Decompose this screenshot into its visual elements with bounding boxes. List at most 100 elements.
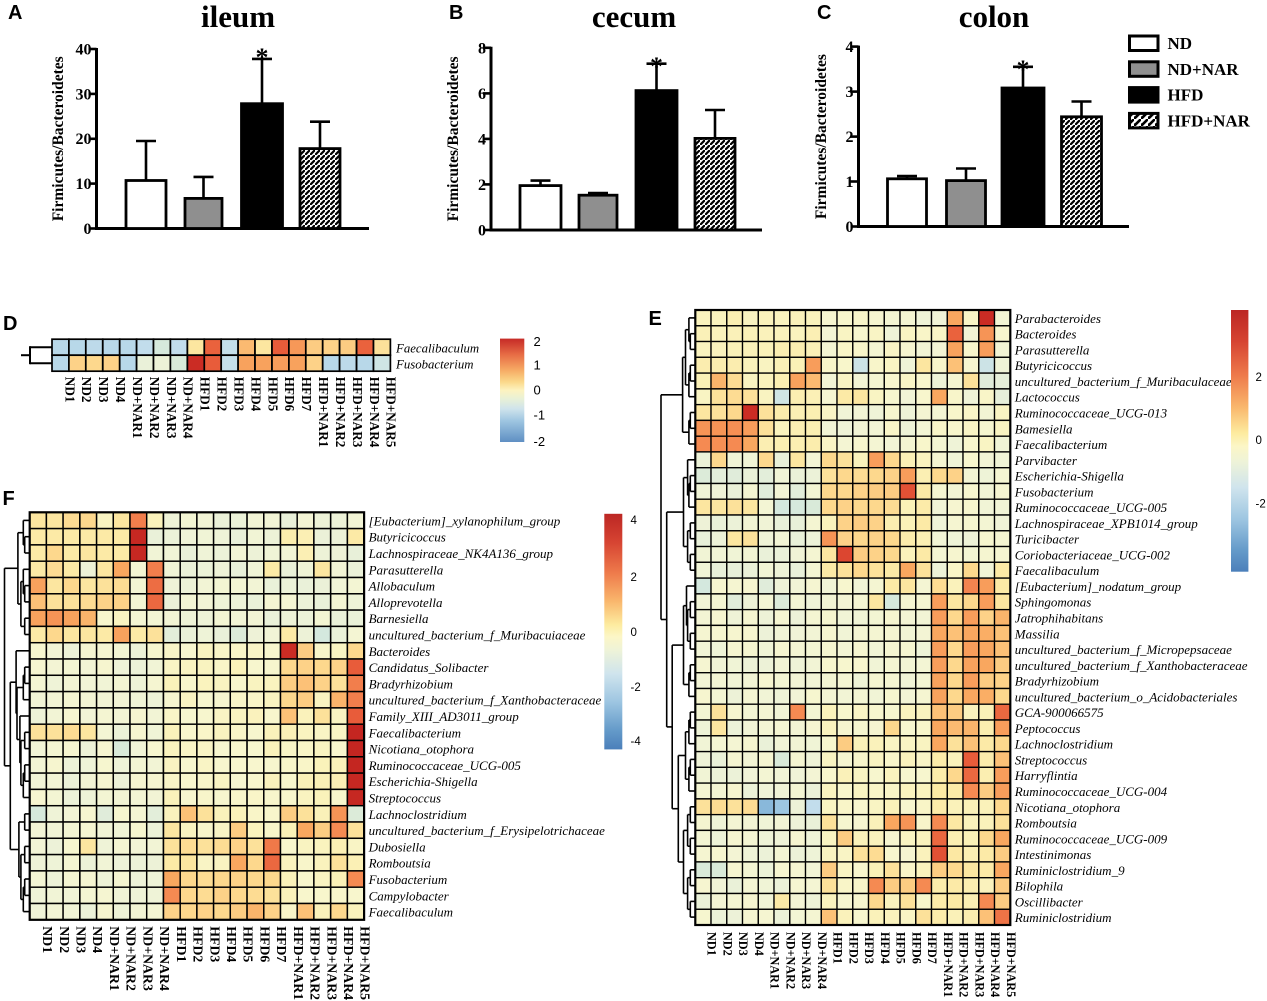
svg-text:Dubosiella: Dubosiella	[368, 839, 427, 854]
svg-text:HFD3: HFD3	[862, 932, 876, 964]
svg-text:uncultured_bacterium_f_Muribac: uncultured_bacterium_f_Muribacuiaceae	[369, 628, 586, 643]
svg-text:HFD3: HFD3	[207, 926, 222, 962]
svg-text:Escherichia-Shigella: Escherichia-Shigella	[368, 774, 479, 789]
svg-text:HFD5: HFD5	[894, 932, 908, 964]
svg-text:HFD+NAR1: HFD+NAR1	[291, 926, 306, 1000]
svg-text:HFD+NAR3: HFD+NAR3	[324, 926, 339, 1000]
svg-text:*: *	[650, 52, 663, 81]
svg-text:Massilia: Massilia	[1014, 626, 1060, 641]
svg-text:Bradyrhizobium: Bradyrhizobium	[369, 676, 453, 691]
svg-text:Fusobacterium: Fusobacterium	[1014, 484, 1094, 499]
svg-text:4: 4	[478, 131, 486, 148]
svg-text:HFD2: HFD2	[191, 926, 206, 962]
svg-text:Ruminococcaceae_UCG-005: Ruminococcaceae_UCG-005	[368, 758, 522, 773]
svg-text:0: 0	[534, 383, 541, 398]
svg-text:Nicotiana_otophora: Nicotiana_otophora	[1014, 800, 1121, 815]
svg-text:HFD4: HFD4	[878, 932, 892, 964]
svg-text:Ruminococcaceae_UCG-005: Ruminococcaceae_UCG-005	[1014, 500, 1168, 515]
svg-text:HFD: HFD	[1168, 86, 1204, 105]
svg-text:Jatrophihabitans: Jatrophihabitans	[1015, 611, 1103, 626]
svg-text:Bilophila: Bilophila	[1015, 879, 1064, 894]
svg-text:ND3: ND3	[96, 377, 111, 403]
svg-text:Faecalibacterium: Faecalibacterium	[1014, 437, 1107, 452]
svg-text:HFD7: HFD7	[925, 932, 939, 964]
svg-text:ND2: ND2	[720, 932, 734, 956]
svg-text:Faecalibaculum: Faecalibaculum	[1014, 563, 1099, 578]
svg-text:HFD+NAR4: HFD+NAR4	[988, 932, 1002, 997]
svg-text:HFD+NAR1: HFD+NAR1	[941, 932, 955, 997]
svg-text:Turicibacter: Turicibacter	[1015, 532, 1080, 547]
svg-text:Parvibacter: Parvibacter	[1014, 453, 1078, 468]
svg-text:HFD5: HFD5	[265, 377, 280, 412]
svg-text:HFD+NAR1: HFD+NAR1	[316, 377, 331, 448]
svg-text:HFD2: HFD2	[215, 377, 230, 412]
svg-text:uncultured_bacterium_f_Erysipe: uncultured_bacterium_f_Erysipelotrichace…	[369, 823, 606, 838]
svg-text:0: 0	[846, 219, 854, 236]
svg-text:Family_XIII_AD3011_group: Family_XIII_AD3011_group	[368, 709, 520, 724]
svg-text:Ruminococcaceae_UCG-009: Ruminococcaceae_UCG-009	[1014, 831, 1168, 846]
svg-text:Lachnospiraceae_NK4A136_group: Lachnospiraceae_NK4A136_group	[368, 546, 554, 561]
svg-text:ND+NAR4: ND+NAR4	[815, 932, 829, 989]
svg-text:Oscillibacter: Oscillibacter	[1015, 894, 1084, 909]
svg-text:HFD+NAR5: HFD+NAR5	[358, 926, 373, 1000]
svg-text:ND: ND	[1168, 34, 1193, 53]
svg-text:Bradyrhizobium: Bradyrhizobium	[1015, 674, 1099, 689]
svg-text:B: B	[449, 2, 463, 24]
svg-text:Streptococcus: Streptococcus	[369, 791, 441, 806]
svg-text:ND+NAR3: ND+NAR3	[140, 926, 155, 991]
svg-text:10: 10	[76, 176, 92, 193]
svg-text:8: 8	[478, 40, 486, 57]
svg-text:Romboutsia: Romboutsia	[368, 856, 432, 871]
svg-text:HFD+NAR3: HFD+NAR3	[972, 932, 986, 997]
svg-text:HFD+NAR4: HFD+NAR4	[367, 377, 382, 448]
svg-text:HFD+NAR2: HFD+NAR2	[957, 932, 971, 997]
svg-text:colon: colon	[959, 0, 1030, 34]
svg-text:Fusobacterium: Fusobacterium	[395, 358, 473, 372]
svg-text:[Eubacterium]_xylanophilum_gro: [Eubacterium]_xylanophilum_group	[369, 513, 561, 528]
svg-text:ND+NAR3: ND+NAR3	[164, 377, 179, 439]
svg-text:Ruminiclostridium_9: Ruminiclostridium_9	[1014, 863, 1125, 878]
svg-text:Intestinimonas: Intestinimonas	[1014, 847, 1092, 862]
svg-text:HFD7: HFD7	[274, 926, 289, 962]
svg-text:Barnesiella: Barnesiella	[369, 611, 429, 626]
svg-text:ND3: ND3	[736, 932, 750, 956]
svg-text:HFD+NAR2: HFD+NAR2	[308, 926, 323, 1000]
svg-text:HFD3: HFD3	[232, 377, 247, 412]
svg-text:ND+NAR1: ND+NAR1	[768, 932, 782, 989]
svg-text:*: *	[256, 43, 269, 72]
svg-text:HFD7: HFD7	[299, 377, 314, 412]
svg-text:HFD6: HFD6	[257, 926, 272, 962]
svg-text:Escherichia-Shigella: Escherichia-Shigella	[1014, 469, 1125, 484]
svg-text:uncultured_bacterium_f_Micrope: uncultured_bacterium_f_Micropepsaceae	[1015, 642, 1232, 657]
svg-text:40: 40	[76, 42, 92, 59]
svg-text:20: 20	[76, 131, 92, 148]
svg-text:ND4: ND4	[752, 932, 766, 956]
svg-text:4: 4	[846, 39, 854, 56]
svg-text:A: A	[8, 2, 22, 24]
svg-text:ND4: ND4	[113, 377, 128, 403]
svg-text:Faecalibaculum: Faecalibaculum	[395, 342, 479, 356]
svg-text:D: D	[3, 313, 17, 335]
svg-text:-2: -2	[1256, 499, 1266, 511]
svg-text:Parasutterella: Parasutterella	[368, 562, 444, 577]
svg-text:uncultured_bacterium_o_Acidoba: uncultured_bacterium_o_Acidobacteriales	[1015, 689, 1238, 704]
svg-text:ND2: ND2	[79, 377, 94, 403]
svg-text:HFD+NAR3: HFD+NAR3	[350, 377, 365, 448]
svg-text:Streptococcus: Streptococcus	[1015, 752, 1087, 767]
svg-text:HFD6: HFD6	[909, 932, 923, 964]
svg-text:[Eubacterium]_nodatum_group: [Eubacterium]_nodatum_group	[1015, 579, 1182, 594]
svg-text:2: 2	[534, 334, 541, 349]
svg-text:Lachnospiraceae_XPB1014_group: Lachnospiraceae_XPB1014_group	[1014, 516, 1198, 531]
svg-text:Sphingomonas: Sphingomonas	[1015, 595, 1092, 610]
svg-text:2: 2	[1256, 372, 1262, 384]
svg-text:F: F	[3, 488, 15, 510]
svg-text:-2: -2	[534, 434, 546, 449]
svg-text:Peptococcus: Peptococcus	[1014, 721, 1081, 736]
svg-text:HFD6: HFD6	[282, 377, 297, 412]
svg-text:HFD4: HFD4	[248, 377, 263, 412]
svg-text:HFD+NAR5: HFD+NAR5	[384, 377, 399, 448]
svg-text:ND3: ND3	[74, 926, 89, 953]
svg-text:HFD+NAR4: HFD+NAR4	[341, 926, 356, 1000]
svg-text:Campylobacter: Campylobacter	[369, 888, 450, 903]
svg-text:HFD+NAR: HFD+NAR	[1168, 111, 1251, 130]
